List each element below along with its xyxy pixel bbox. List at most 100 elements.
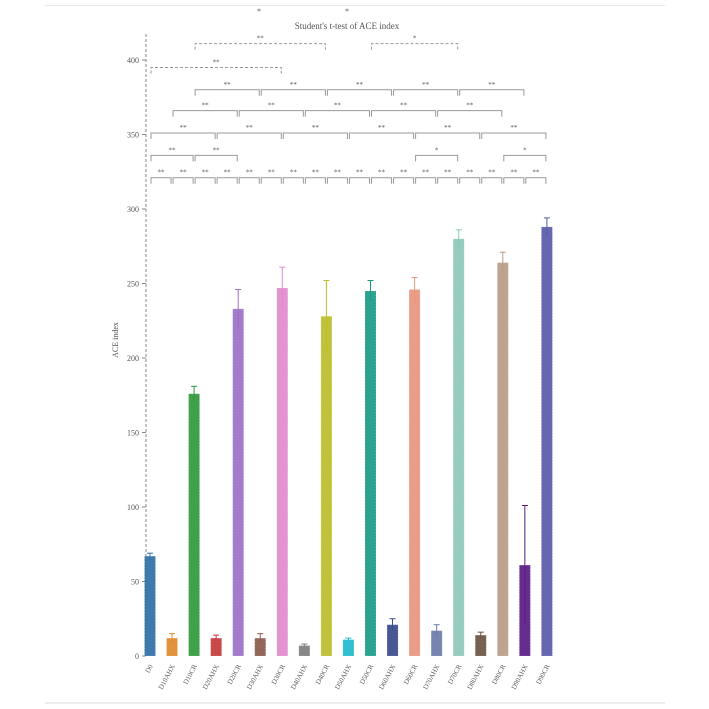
y-tick-label: 250 (127, 280, 139, 289)
stray-star-2: * (345, 7, 349, 16)
significance-label: ** (378, 124, 386, 132)
bar-D30AHX (254, 638, 266, 656)
x-tick-label: D50CR (358, 663, 375, 686)
bar-texture (540, 226, 553, 657)
x-tick-label: D90AHX (510, 663, 530, 691)
x-tick-label: D20AHX (201, 663, 221, 691)
significance-label: ** (213, 58, 221, 66)
significance-bracket (172, 110, 238, 117)
significance-label: ** (312, 124, 320, 132)
significance-label: ** (268, 169, 276, 177)
bar-texture (452, 238, 465, 657)
bar-texture (254, 637, 267, 657)
significance-label: ** (224, 81, 232, 89)
bar-D40CR (320, 316, 332, 656)
y-tick-label: 150 (127, 429, 139, 438)
bar-texture (364, 290, 377, 657)
significance-bracket (194, 89, 260, 96)
x-tick-label: D30AHX (245, 663, 265, 691)
significance-bracket (238, 110, 304, 117)
significance-label: ** (400, 169, 408, 177)
bar-D40AHX (298, 645, 310, 656)
bar-D70AHX (431, 630, 443, 656)
significance-bracket (194, 43, 326, 50)
significance-bracket (238, 177, 260, 184)
significance-bracket (304, 110, 370, 117)
bar-texture (144, 555, 156, 657)
significance-bracket (348, 132, 415, 140)
significance-label: ** (202, 169, 210, 177)
stray-star-1: * (257, 7, 261, 16)
significance-label: ** (466, 102, 474, 110)
significance-bracket (326, 177, 348, 184)
y-axis-label: ACE index (111, 322, 120, 358)
significance-bracket (481, 132, 547, 140)
significance-bracket (304, 177, 326, 184)
y-tick-label: 50 (131, 578, 139, 587)
significance-label: ** (213, 146, 221, 154)
x-tick-label: D10AHX (157, 663, 177, 691)
bar-D10AHX (166, 638, 178, 656)
significance-label: ** (268, 102, 276, 110)
significance-bracket (415, 132, 481, 140)
significance-label: * (523, 146, 527, 154)
significance-bracket (326, 89, 393, 96)
bar-texture (496, 262, 509, 657)
y-tick-label: 0 (135, 652, 139, 661)
x-tick-label: D80AHX (466, 663, 486, 691)
x-tick-labels: D0 D10AHX D10CR D20AHX D20CR D30AHX D30CR D40AH… (144, 663, 552, 691)
x-tick-label: D70CR (446, 663, 463, 686)
significance-bracket (282, 132, 348, 140)
significance-label: ** (532, 169, 540, 177)
bar-D20CR (232, 308, 244, 656)
significance-bracket (437, 110, 503, 117)
x-tick-label: D10CR (182, 663, 199, 686)
y-tick-label: 300 (127, 205, 139, 214)
x-tick-label: D60AHX (377, 663, 397, 691)
bar-D80CR (497, 262, 509, 656)
significance-bracket (415, 177, 437, 184)
significance-bracket (371, 43, 459, 50)
significance-bracket (459, 89, 525, 96)
significance-label: ** (488, 169, 496, 177)
significance-bracket (503, 154, 547, 162)
bar-D20AHX (210, 638, 222, 656)
significance-label: ** (158, 169, 166, 177)
significance-label: ** (180, 169, 188, 177)
significance-bracket (260, 89, 326, 96)
x-tick-label: D40CR (314, 663, 331, 686)
significance-bracket (150, 66, 282, 74)
significance-label: ** (312, 169, 320, 177)
significance-label: ** (290, 81, 298, 89)
significance-label: ** (246, 124, 254, 132)
significance-bracket (194, 177, 216, 184)
bar-D80AHX (475, 635, 487, 656)
significance-label: ** (510, 169, 518, 177)
significance-bracket (481, 177, 503, 184)
significance-bracket (415, 154, 459, 162)
significance-bracket (371, 177, 393, 184)
significance-label: ** (257, 35, 265, 43)
bar-D60CR (409, 289, 421, 656)
significance-bracket (348, 177, 370, 184)
x-tick-label: D90CR (535, 663, 552, 686)
x-tick-label: D80CR (490, 663, 507, 686)
significance-label: ** (422, 169, 430, 177)
significance-bracket (437, 177, 459, 184)
significance-bracket (503, 177, 525, 184)
y-ticks: 0 50 100 150 200 250 300 350 400 (127, 56, 146, 661)
significance-label: ** (444, 169, 452, 177)
x-tick-label: D50AHX (333, 663, 353, 691)
significance-label: ** (466, 169, 474, 177)
significance-bracket (150, 177, 172, 184)
significance-bracket (216, 177, 238, 184)
y-tick-label: 350 (127, 131, 139, 140)
significance-label: ** (510, 124, 518, 132)
bar-texture (474, 634, 487, 657)
bar-texture (276, 287, 289, 657)
significance-bracket (172, 177, 194, 184)
bar-texture (232, 308, 245, 657)
significance-label: ** (169, 146, 177, 154)
bar-D70CR (453, 238, 465, 657)
